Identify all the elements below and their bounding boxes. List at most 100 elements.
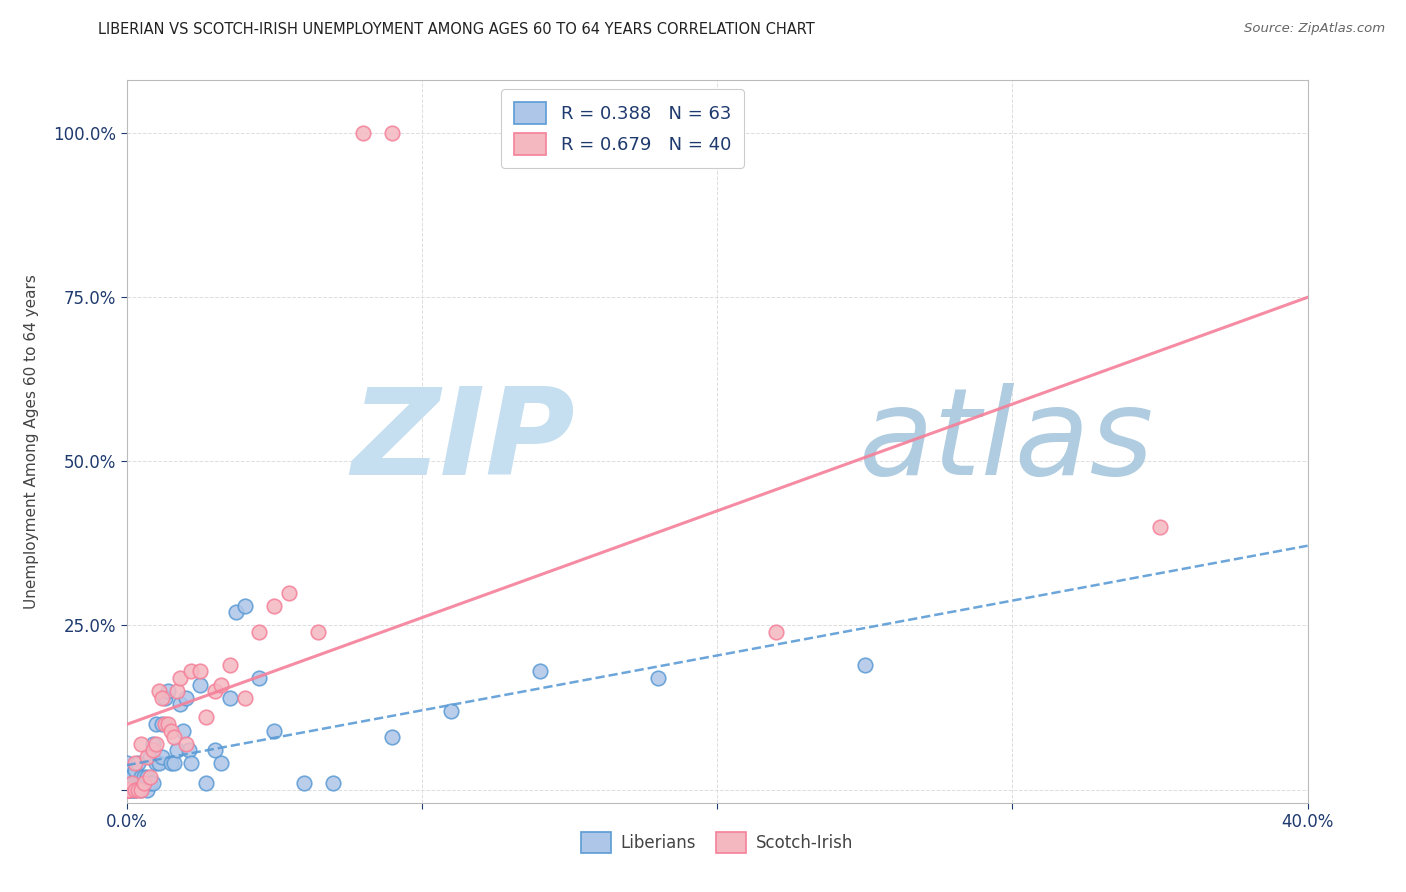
Point (129, 776, 153, 790)
Point (180, 756, 202, 771)
Text: Source: ZipAtlas.com: Source: ZipAtlas.com (1244, 22, 1385, 36)
Point (153, 690, 176, 705)
Point (118, 776, 141, 790)
Point (121, 782, 143, 797)
Point (142, 737, 165, 751)
Point (142, 776, 165, 790)
Text: atlas: atlas (859, 383, 1154, 500)
Point (163, 730, 186, 744)
Point (169, 671, 191, 685)
Point (225, 605, 247, 619)
Point (529, 665, 551, 679)
Point (136, 782, 159, 797)
Point (233, 690, 256, 705)
Point (118, 782, 141, 797)
Point (174, 737, 197, 751)
Point (160, 723, 183, 738)
Point (129, 782, 153, 797)
Point (115, 770, 138, 784)
Point (124, 782, 146, 797)
Point (121, 776, 143, 790)
Point (156, 717, 179, 731)
Point (249, 625, 271, 640)
Point (134, 770, 156, 784)
Point (381, 126, 404, 140)
Point (115, 782, 138, 797)
Point (115, 782, 138, 797)
Point (115, 782, 138, 797)
Point (124, 756, 146, 771)
Point (115, 756, 138, 771)
Point (139, 776, 162, 790)
Point (150, 690, 173, 705)
Point (115, 782, 138, 797)
Point (136, 749, 159, 764)
Point (292, 776, 315, 790)
Point (156, 684, 179, 698)
Point (127, 756, 149, 771)
Point (134, 776, 156, 790)
Point (139, 749, 162, 764)
Point (204, 743, 226, 757)
Point (219, 657, 242, 672)
Point (188, 665, 212, 679)
Point (166, 743, 188, 757)
Point (121, 776, 143, 790)
Point (127, 776, 149, 790)
Point (145, 717, 167, 731)
Point (127, 782, 149, 797)
Point (263, 599, 285, 613)
Point (177, 743, 200, 757)
Point (204, 684, 226, 698)
Point (150, 717, 173, 731)
Point (169, 698, 191, 712)
Point (1149, 520, 1171, 534)
Point (150, 749, 173, 764)
Text: ZIP: ZIP (352, 383, 575, 500)
Point (180, 665, 202, 679)
Point (139, 770, 162, 784)
Point (145, 737, 167, 751)
Point (124, 763, 146, 777)
Point (195, 710, 218, 724)
Point (124, 776, 146, 790)
Point (115, 782, 138, 797)
Point (115, 776, 138, 790)
Point (115, 782, 138, 797)
Point (765, 625, 787, 640)
Point (278, 585, 301, 599)
Point (352, 126, 374, 140)
Point (145, 756, 167, 771)
Point (129, 770, 153, 784)
Point (129, 782, 153, 797)
Y-axis label: Unemployment Among Ages 60 to 64 years: Unemployment Among Ages 60 to 64 years (24, 274, 39, 609)
Point (136, 770, 159, 784)
Point (853, 657, 876, 672)
Point (124, 782, 146, 797)
Point (209, 677, 232, 691)
Point (148, 756, 170, 771)
Point (172, 723, 194, 738)
Point (160, 756, 183, 771)
Point (163, 756, 186, 771)
Point (118, 782, 141, 797)
Point (142, 743, 165, 757)
Point (136, 776, 159, 790)
Point (121, 782, 143, 797)
Point (209, 756, 232, 771)
Point (308, 625, 330, 640)
Point (153, 717, 176, 731)
Point (118, 782, 141, 797)
Point (249, 671, 271, 685)
Point (440, 704, 463, 718)
Point (134, 776, 156, 790)
Point (195, 776, 218, 790)
Point (263, 723, 285, 738)
Point (381, 730, 404, 744)
Point (233, 599, 256, 613)
Point (166, 684, 188, 698)
Point (124, 782, 146, 797)
Point (148, 684, 170, 698)
Point (174, 690, 197, 705)
Text: LIBERIAN VS SCOTCH-IRISH UNEMPLOYMENT AMONG AGES 60 TO 64 YEARS CORRELATION CHAR: LIBERIAN VS SCOTCH-IRISH UNEMPLOYMENT AM… (98, 22, 815, 37)
